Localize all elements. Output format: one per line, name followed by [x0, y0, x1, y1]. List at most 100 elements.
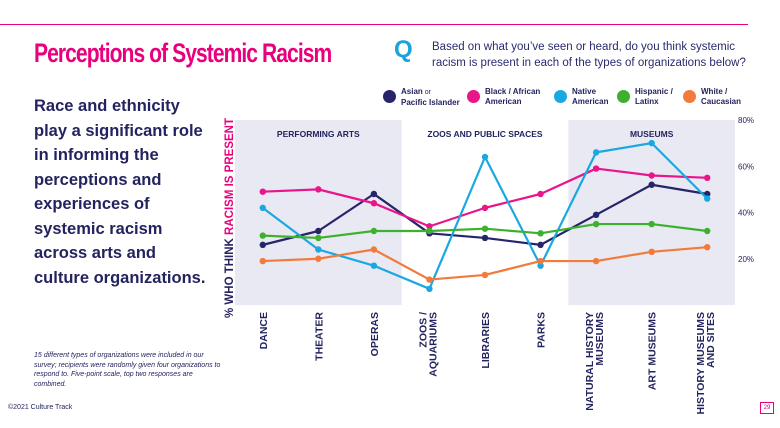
data-point: [592, 165, 600, 172]
data-point: [370, 227, 378, 235]
group-label: MUSEUMS: [630, 129, 674, 139]
legend-label-line2: American: [485, 97, 522, 106]
data-point: [259, 204, 266, 212]
data-point: [426, 285, 433, 293]
data-point: [704, 227, 711, 235]
data-point: [481, 204, 489, 212]
x-tick-label: OPERAS: [369, 312, 381, 356]
data-point: [537, 230, 544, 237]
x-tick-label-line: PARKS: [536, 312, 548, 348]
legend-swatch-icon: [554, 90, 567, 103]
group-band-0: [235, 120, 402, 305]
y-tick-label: 20%: [738, 255, 754, 264]
data-point: [426, 223, 433, 230]
survey-question: Based on what you’ve seen or heard, do y…: [432, 41, 746, 69]
x-tick-label: PARKS: [536, 312, 548, 348]
top-rule: [0, 24, 748, 25]
y-axis-title: % WHO THINK RACISM IS PRESENT: [224, 118, 236, 318]
data-point: [315, 234, 322, 242]
data-point: [537, 257, 544, 265]
data-point: [648, 248, 655, 256]
legend-label: Native American: [572, 87, 608, 107]
data-point: [537, 190, 544, 198]
legend-item: Black / African American: [467, 87, 540, 107]
x-tick-label: LIBRARIES: [480, 312, 492, 369]
x-tick-label-line: AND SITES: [705, 312, 717, 368]
data-point: [426, 276, 433, 283]
legend-label-line1: White /: [701, 87, 741, 97]
data-point: [481, 225, 489, 232]
x-tick-label: NATURAL HISTORYMUSEUMS: [584, 312, 606, 411]
group-label: PERFORMING ARTS: [277, 129, 360, 139]
data-point: [426, 227, 433, 235]
legend-swatch-icon: [617, 90, 630, 103]
legend-label-main: Black / African: [485, 87, 541, 96]
y-tick-label: 80%: [738, 116, 754, 125]
data-point: [315, 255, 322, 262]
page-number: 29: [760, 402, 774, 414]
data-point: [259, 241, 266, 249]
legend-label-line2: Latinx: [635, 97, 659, 106]
legend-label-line2: Pacific Islander: [401, 98, 460, 107]
legend-label-line2: Caucasian: [701, 97, 742, 106]
y-tick-label: 40%: [738, 209, 754, 218]
data-point: [648, 181, 655, 188]
x-tick-label-line: ART MUSEUMS: [647, 312, 659, 390]
footnote: 15 different types of organizations were…: [34, 352, 221, 388]
x-tick-label-line: AQUARIUMS: [427, 312, 439, 377]
x-tick-label-line: ZOOS /: [417, 312, 429, 348]
data-point: [648, 220, 655, 228]
legend-label-main: Hispanic /: [635, 87, 673, 96]
legend-label-line1: Hispanic /: [635, 87, 673, 97]
legend-label: Black / African American: [485, 87, 540, 107]
x-tick-label: THEATER: [313, 312, 325, 361]
lede-text: Race and ethnicity play a significant ro…: [34, 97, 206, 287]
data-point: [704, 195, 711, 202]
x-tick-label-line: HISTORY MUSEUMS: [695, 312, 707, 415]
data-point: [481, 271, 489, 279]
question-mark-icon: Q: [394, 36, 413, 63]
x-tick-label: ZOOS /AQUARIUMS: [417, 312, 439, 377]
data-point: [315, 227, 322, 235]
data-point: [481, 234, 489, 242]
data-point: [370, 200, 378, 207]
data-point: [315, 186, 322, 193]
x-tick-label-line: LIBRARIES: [480, 312, 492, 369]
data-point: [592, 220, 600, 228]
data-point: [592, 149, 600, 156]
legend-label-line1: Black / African: [485, 87, 540, 97]
data-point: [370, 246, 378, 253]
group-band-2: [568, 120, 735, 305]
legend-swatch-icon: [683, 90, 696, 103]
y-axis-title-prefix: % WHO THINK: [224, 235, 236, 318]
group-label: ZOOS AND PUBLIC SPACES: [427, 129, 543, 139]
x-tick-label-line: THEATER: [313, 312, 325, 361]
data-point: [315, 246, 322, 253]
data-point: [370, 262, 378, 269]
x-tick-label: HISTORY MUSEUMSAND SITES: [695, 312, 717, 415]
x-tick-label-line: NATURAL HISTORY: [584, 312, 596, 411]
legend-label-line2: American: [572, 97, 609, 106]
x-tick-label: ART MUSEUMS: [647, 312, 659, 390]
x-tick-label-line: DANCE: [258, 312, 270, 349]
legend-item: Native American: [554, 87, 608, 107]
legend-label-small: or: [422, 89, 431, 96]
data-point: [537, 241, 544, 249]
data-point: [370, 190, 378, 198]
x-tick-label: DANCE: [258, 312, 270, 349]
legend-swatch-icon: [383, 90, 396, 103]
y-axis-title-highlight: RACISM IS PRESENT: [224, 118, 236, 235]
x-tick-label-line: OPERAS: [369, 312, 381, 356]
data-point: [648, 139, 655, 147]
data-point: [592, 257, 600, 265]
copyright: ©2021 Culture Track: [8, 404, 73, 411]
data-point: [537, 262, 544, 269]
legend-item: White / Caucasian: [683, 87, 741, 107]
legend-item: Asian or Pacific Islander: [383, 87, 460, 108]
data-point: [259, 188, 266, 195]
data-point: [259, 257, 266, 265]
legend-label-line1: Asian or: [401, 87, 460, 98]
legend-label-main: Asian: [401, 87, 423, 96]
y-tick-label: 60%: [738, 162, 754, 171]
